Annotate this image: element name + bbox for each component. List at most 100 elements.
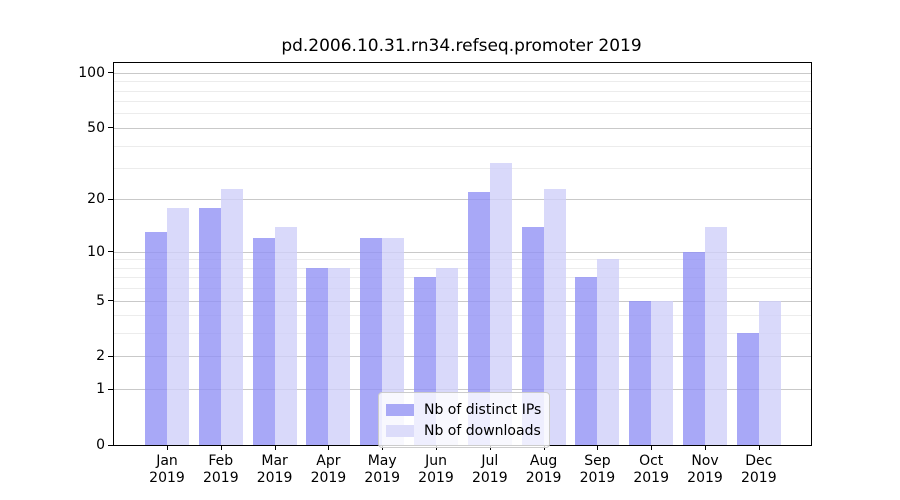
bar-distinct-ips-jul [467,192,490,445]
minor-gridline-80 [114,90,811,92]
y-tick-label-20: 20 [87,191,105,208]
y-tick-5 [108,300,113,301]
bar-downloads-aug [543,188,566,445]
y-tick-100 [108,72,113,74]
x-tick-label-dec: Dec 2019 [732,453,786,487]
x-tick-label-apr: Apr 2019 [301,453,355,487]
y-tick-label-5: 5 [96,292,105,309]
x-tick-label-line: Aug [529,453,558,469]
y-tick-label-100: 100 [78,64,105,81]
plot-area: Nb of distinct IPs Nb of downloads 0 1 2 5 1… [78,62,812,486]
x-tick-label-line: 2019 [149,470,185,486]
y-tick-label-1: 1 [96,381,105,398]
minor-gridline-90 [114,81,811,83]
distinct-ips-legend-label: Nb of distinct IPs [424,401,542,418]
minor-gridline-70 [114,101,811,103]
bar-distinct-ips-may [360,238,383,445]
y-tick-10 [108,251,113,253]
bar-distinct-ips-aug [521,226,544,445]
x-tick-may [382,446,384,450]
x-tick-label-jul: Jul 2019 [463,453,517,487]
legend-row-distinct-ips: Nb of distinct IPs [386,399,541,420]
x-tick-label-line: Feb [208,453,234,469]
x-tick-mar [274,446,276,450]
y-tick-2 [108,355,113,357]
x-tick-label-may: May 2019 [355,453,409,487]
y-tick-label-50: 50 [87,119,105,136]
y-tick-20 [108,198,113,200]
y-tick-50 [108,127,113,129]
x-tick-jan [167,446,168,450]
bar-downloads-jan [167,207,189,445]
x-tick-dec [758,446,760,450]
x-tick-label-line: Sep [584,453,611,469]
x-tick-label-line: Jan [156,453,178,469]
x-tick-label-sep: Sep 2019 [570,453,624,487]
x-tick-label-jan: Jan 2019 [140,453,194,487]
x-tick-label-line: 2019 [418,470,454,486]
downloads-legend-label: Nb of downloads [424,422,541,439]
bar-distinct-ips-jan [145,232,167,445]
x-tick-jul [489,446,491,450]
y-tick-label-10: 10 [87,243,105,260]
bar-distinct-ips-oct [629,300,652,445]
legend: Nb of distinct IPs Nb of downloads [378,392,551,448]
bar-distinct-ips-mar [252,238,275,445]
major-gridline-20 [114,199,811,201]
x-tick-label-line: 2019 [202,470,239,486]
minor-gridline-60 [114,113,811,115]
bar-distinct-ips-dec [736,333,759,445]
bar-distinct-ips-sep [575,277,598,445]
x-tick-jun [436,446,437,450]
bar-downloads-sep [597,259,620,445]
major-gridline-1 [114,389,811,391]
x-tick-label-oct: Oct 2019 [624,453,678,487]
legend-row-downloads: Nb of downloads [386,420,541,441]
major-gridline-10 [114,251,811,253]
bar-downloads-nov [705,226,727,445]
x-tick-label-line: 2019 [471,470,508,486]
x-tick-label-line: Apr [316,453,341,469]
x-tick-sep [597,446,599,450]
distinct-ips-legend-swatch [386,403,414,416]
x-tick-label-line: 2019 [687,470,723,486]
minor-gridline-6 [114,288,811,290]
x-tick-label-line: 2019 [256,470,293,486]
x-tick-apr [328,446,330,450]
x-tick-label-aug: Aug 2019 [517,453,571,487]
x-tick-label-line: May [367,453,397,469]
bar-downloads-jul [489,163,512,445]
bar-distinct-ips-apr [306,267,329,445]
bar-distinct-ips-feb [198,207,221,445]
y-tick-label-2: 2 [96,348,105,365]
minor-gridline-40 [114,145,811,147]
x-tick-label-line: Jul [481,453,499,469]
x-tick-label-line: Nov [691,453,719,469]
minor-gridline-7 [114,277,811,279]
bar-downloads-feb [220,188,243,445]
x-tick-label-line: 2019 [525,470,562,486]
x-tick-label-line: Oct [639,453,664,469]
minor-gridline-8 [114,267,811,269]
x-tick-label-line: 2019 [364,470,400,486]
x-tick-label-feb: Feb 2019 [194,453,248,487]
x-tick-label-line: 2019 [579,470,616,486]
x-tick-label-nov: Nov 2019 [678,453,732,487]
y-tick-label-0: 0 [96,437,105,453]
downloads-legend-swatch [386,424,414,437]
x-tick-aug [543,446,545,450]
x-tick-nov [705,446,706,450]
minor-gridline-3 [114,333,811,335]
minor-gridline-9 [114,259,811,261]
bar-downloads-dec [758,300,781,445]
y-tick-0 [108,444,113,446]
minor-gridline-4 [114,315,811,317]
x-tick-feb [220,446,222,450]
x-tick-label-line: Dec [745,453,773,469]
bar-downloads-apr [328,267,351,445]
major-gridline-5 [114,300,811,302]
x-tick-label-line: 2019 [310,470,347,486]
minor-gridline-30 [114,168,811,169]
x-tick-label-line: Mar [261,453,288,469]
